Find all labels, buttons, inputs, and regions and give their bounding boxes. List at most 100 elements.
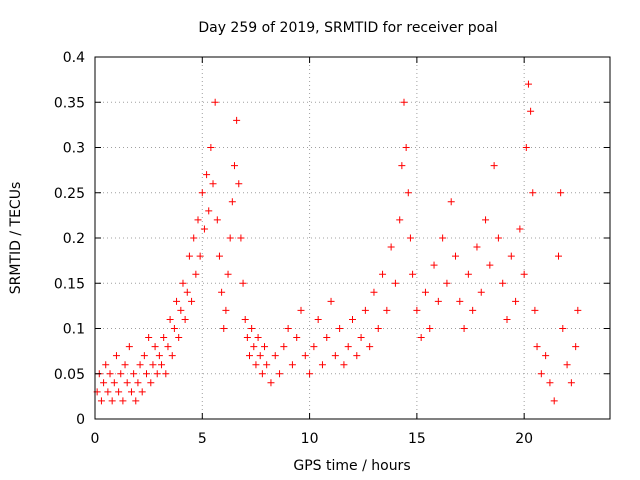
data-point [267,379,275,387]
data-point [574,306,582,314]
data-point [563,361,571,369]
data-point [177,306,185,314]
data-points [93,80,582,405]
data-point [218,288,226,296]
data-point [323,334,331,342]
data-point [151,343,159,351]
data-point [490,162,498,170]
data-point [104,388,112,396]
data-point [183,288,191,296]
data-point [149,361,157,369]
data-point [456,297,464,305]
data-point [366,343,374,351]
data-point [194,216,202,224]
x-axis-label: GPS time / hours [293,458,410,474]
data-point [127,388,135,396]
y-tick-label: 0 [76,412,85,428]
data-point [145,334,153,342]
data-point [557,189,565,197]
data-point [439,234,447,242]
data-point [473,243,481,251]
data-point [226,234,234,242]
x-tick-label: 0 [91,431,100,447]
data-point [284,325,292,332]
data-point [175,334,183,342]
data-point [567,379,575,387]
data-point [185,252,193,260]
data-point [235,180,243,188]
data-point [404,189,412,197]
data-point [529,189,537,197]
data-point [213,216,221,224]
data-point [250,343,258,351]
data-point [572,343,580,351]
data-point [434,297,442,305]
grid-lines [95,57,610,419]
data-point [383,306,391,314]
data-point [258,370,266,378]
data-point [121,361,129,369]
data-point [138,388,146,396]
data-point [524,80,532,88]
data-point [263,361,271,369]
data-point [173,297,181,305]
data-point [215,252,223,260]
chart-title: Day 259 of 2019, SRMTID for receiver poa… [198,20,497,36]
data-point [531,306,539,314]
data-point [301,352,309,360]
data-point [426,325,434,332]
data-point [522,144,530,151]
data-point [164,343,172,351]
data-point [136,361,144,369]
data-point [108,397,116,405]
data-point [130,370,138,378]
data-point [112,352,120,360]
data-point [203,171,211,179]
data-point [132,397,140,405]
data-point [246,352,253,360]
data-point [106,370,114,378]
data-point [537,370,545,378]
data-point [288,361,296,369]
data-point [318,361,326,369]
data-point [417,334,425,342]
data-point [546,379,554,387]
data-point [188,297,196,305]
data-point [125,343,133,351]
data-point [555,252,562,260]
data-point [353,352,361,360]
data-point [400,98,408,106]
y-tick-label: 0.35 [54,95,85,111]
data-point [293,334,301,342]
data-point [170,325,178,332]
data-point [482,216,490,224]
data-point [460,325,468,332]
data-point [252,361,260,369]
x-axis: 0 5 10 15 20 [91,57,533,447]
data-point [533,343,541,351]
data-point [276,370,284,378]
data-point [211,98,219,106]
data-point [469,306,477,314]
data-point [143,370,150,378]
data-point [559,325,567,332]
y-axis: 0 0.05 0.1 0.15 0.2 0.25 0.3 0.35 0.4 [54,50,610,428]
data-point [160,334,168,342]
y-tick-label: 0.15 [54,276,85,292]
y-tick-label: 0.05 [54,367,85,383]
data-point [243,334,251,342]
data-point [261,343,269,351]
y-tick-label: 0.2 [63,231,85,247]
data-point [520,270,528,278]
data-point [192,270,200,278]
data-point [327,297,335,305]
data-point [205,207,213,215]
data-point [198,189,206,197]
x-tick-label: 10 [301,431,319,447]
data-point [430,261,438,269]
data-point [233,116,241,124]
data-point [370,288,378,296]
data-point [134,379,142,387]
data-point [409,270,417,278]
